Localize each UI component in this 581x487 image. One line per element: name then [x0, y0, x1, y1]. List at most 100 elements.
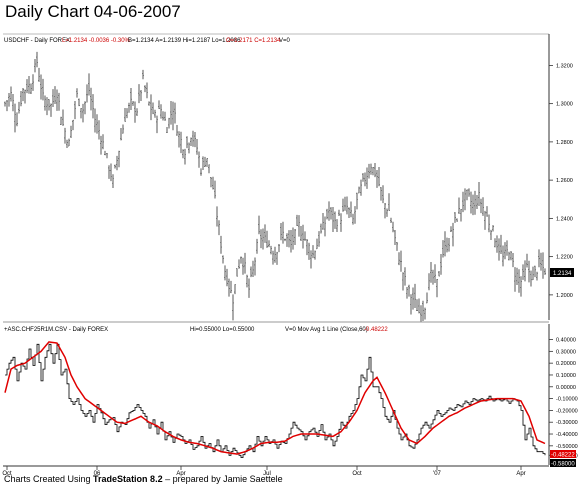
- price-bar: [420, 305, 422, 323]
- price-bar: [350, 201, 352, 218]
- price-bar: [34, 58, 36, 73]
- price-header-tail: V=0: [279, 38, 291, 44]
- indicator-panel: +ASC.CHF25R1M.CSV - Daily FOREX Hi=0.550…: [4, 324, 578, 468]
- price-bar: [58, 92, 60, 111]
- price-bar: [222, 255, 224, 264]
- price-bar: [528, 260, 530, 283]
- price-bar: [170, 100, 172, 125]
- price-bar: [368, 163, 370, 179]
- price-bar: [76, 88, 78, 98]
- price-bar: [214, 180, 216, 199]
- price-bar: [126, 108, 128, 119]
- price-bar: [4, 101, 6, 107]
- price-bar: [472, 194, 474, 216]
- price-bar: [164, 111, 166, 121]
- indicator-tick-label: -0.30000: [556, 420, 578, 426]
- price-bar: [176, 125, 178, 136]
- price-bar: [520, 276, 522, 297]
- price-bar: [310, 250, 312, 269]
- page-title: Daily Chart 04-06-2007: [5, 2, 181, 21]
- price-bar: [8, 92, 10, 107]
- price-bar: [442, 240, 444, 258]
- price-bar: [344, 196, 346, 211]
- price-bar: [62, 109, 64, 126]
- price-bar: [414, 283, 416, 308]
- price-bar: [28, 76, 30, 94]
- price-bar: [228, 278, 230, 297]
- price-bar: [318, 231, 320, 247]
- price-bar: [342, 198, 344, 212]
- price-bar: [542, 252, 544, 279]
- price-bar: [38, 67, 40, 82]
- price-bar: [234, 284, 236, 295]
- time-tick-label: Jul: [263, 471, 271, 477]
- price-bar: [544, 268, 546, 275]
- raw-value-label: -0.58000: [551, 462, 575, 468]
- price-bar: [202, 156, 204, 170]
- price-bar: [210, 177, 212, 188]
- price-bar: [154, 109, 156, 118]
- price-bar: [282, 221, 284, 244]
- price-bar: [244, 252, 246, 274]
- price-bar: [152, 102, 154, 115]
- indicator-axis-ticks: 0.40000 0.30000 0.20000 0.10000 0.00000 -0.10…: [549, 338, 578, 459]
- price-bar: [492, 225, 494, 232]
- price-bar: [384, 202, 386, 219]
- price-bar: [530, 270, 532, 287]
- price-bar: [44, 95, 46, 111]
- price-bar: [66, 139, 68, 149]
- price-bar: [118, 150, 120, 168]
- price-bar: [440, 253, 442, 275]
- price-bar: [312, 245, 314, 259]
- price-bar: [92, 94, 94, 119]
- price-bar: [506, 240, 508, 256]
- price-bar: [124, 108, 126, 122]
- price-bar: [348, 207, 350, 218]
- price-bar: [128, 102, 130, 113]
- price-bar: [220, 235, 222, 254]
- indicator-tick-label: -0.50000: [556, 444, 578, 450]
- price-bar: [380, 187, 382, 201]
- price-bar: [108, 165, 110, 179]
- price-bar: [104, 150, 106, 156]
- price-bar: [288, 230, 290, 248]
- price-tick-label: 1.3000: [556, 102, 573, 108]
- price-bar: [94, 108, 96, 133]
- price-bar: [90, 87, 92, 111]
- price-bar: [18, 101, 20, 114]
- price-bar: [14, 103, 16, 133]
- price-bar: [408, 284, 410, 297]
- price-bar: [468, 188, 470, 197]
- price-bar: [184, 148, 186, 165]
- price-bar: [474, 190, 476, 215]
- price-bar: [376, 170, 378, 188]
- price-bar: [486, 206, 488, 217]
- price-bar: [204, 156, 206, 168]
- price-bar: [336, 219, 338, 233]
- price-bar: [364, 172, 366, 187]
- price-bar: [400, 250, 402, 272]
- price-bar: [158, 100, 160, 109]
- price-bar: [16, 112, 18, 127]
- price-bar: [464, 188, 466, 211]
- price-bar: [274, 246, 276, 263]
- price-bar: [224, 265, 226, 281]
- price-bar: [258, 215, 260, 235]
- price-bar: [120, 128, 122, 141]
- price-bar: [240, 256, 242, 264]
- price-bar: [130, 87, 132, 111]
- price-bar: [280, 222, 282, 241]
- price-bar: [102, 134, 104, 150]
- price-bar: [498, 238, 500, 261]
- price-bar: [450, 226, 452, 232]
- price-bar: [396, 242, 398, 251]
- price-bar: [70, 125, 72, 138]
- price-bar: [320, 223, 322, 234]
- price-bar: [538, 249, 540, 268]
- indicator-tick-label: 0.10000: [556, 373, 576, 379]
- price-bar: [276, 251, 278, 265]
- price-bar: [448, 237, 450, 252]
- price-bar: [52, 89, 54, 107]
- price-bar: [410, 294, 412, 315]
- price-bar: [496, 235, 498, 253]
